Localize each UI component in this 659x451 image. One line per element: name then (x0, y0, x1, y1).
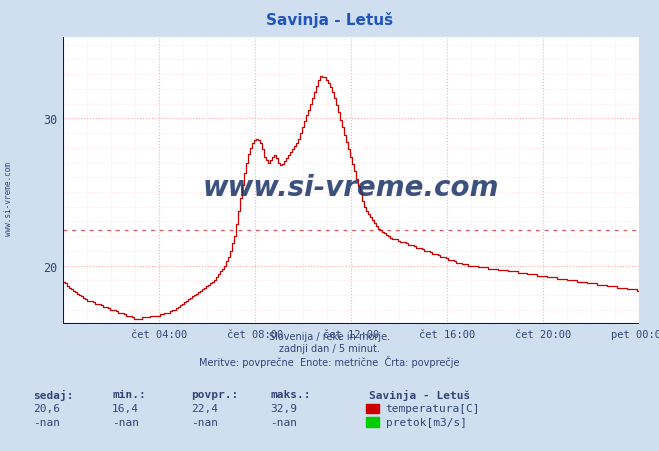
Text: povpr.:: povpr.: (191, 390, 239, 400)
Text: www.si-vreme.com: www.si-vreme.com (203, 173, 499, 201)
Text: sedaj:: sedaj: (33, 389, 73, 400)
Text: -nan: -nan (270, 417, 297, 427)
Text: Savinja - Letuš: Savinja - Letuš (266, 12, 393, 28)
Text: min.:: min.: (112, 390, 146, 400)
Text: Slovenija / reke in morje.: Slovenija / reke in morje. (269, 331, 390, 341)
Text: 22,4: 22,4 (191, 403, 218, 413)
Text: -nan: -nan (33, 417, 60, 427)
Text: 16,4: 16,4 (112, 403, 139, 413)
Text: -nan: -nan (112, 417, 139, 427)
Text: Savinja - Letuš: Savinja - Letuš (369, 389, 471, 400)
Text: zadnji dan / 5 minut.: zadnji dan / 5 minut. (279, 344, 380, 354)
Text: pretok[m3/s]: pretok[m3/s] (386, 417, 467, 427)
Text: 20,6: 20,6 (33, 403, 60, 413)
Text: 32,9: 32,9 (270, 403, 297, 413)
Text: Meritve: povprečne  Enote: metrične  Črta: povprečje: Meritve: povprečne Enote: metrične Črta:… (199, 355, 460, 367)
Text: maks.:: maks.: (270, 390, 310, 400)
Text: -nan: -nan (191, 417, 218, 427)
Text: www.si-vreme.com: www.si-vreme.com (4, 161, 13, 235)
Text: temperatura[C]: temperatura[C] (386, 403, 480, 413)
